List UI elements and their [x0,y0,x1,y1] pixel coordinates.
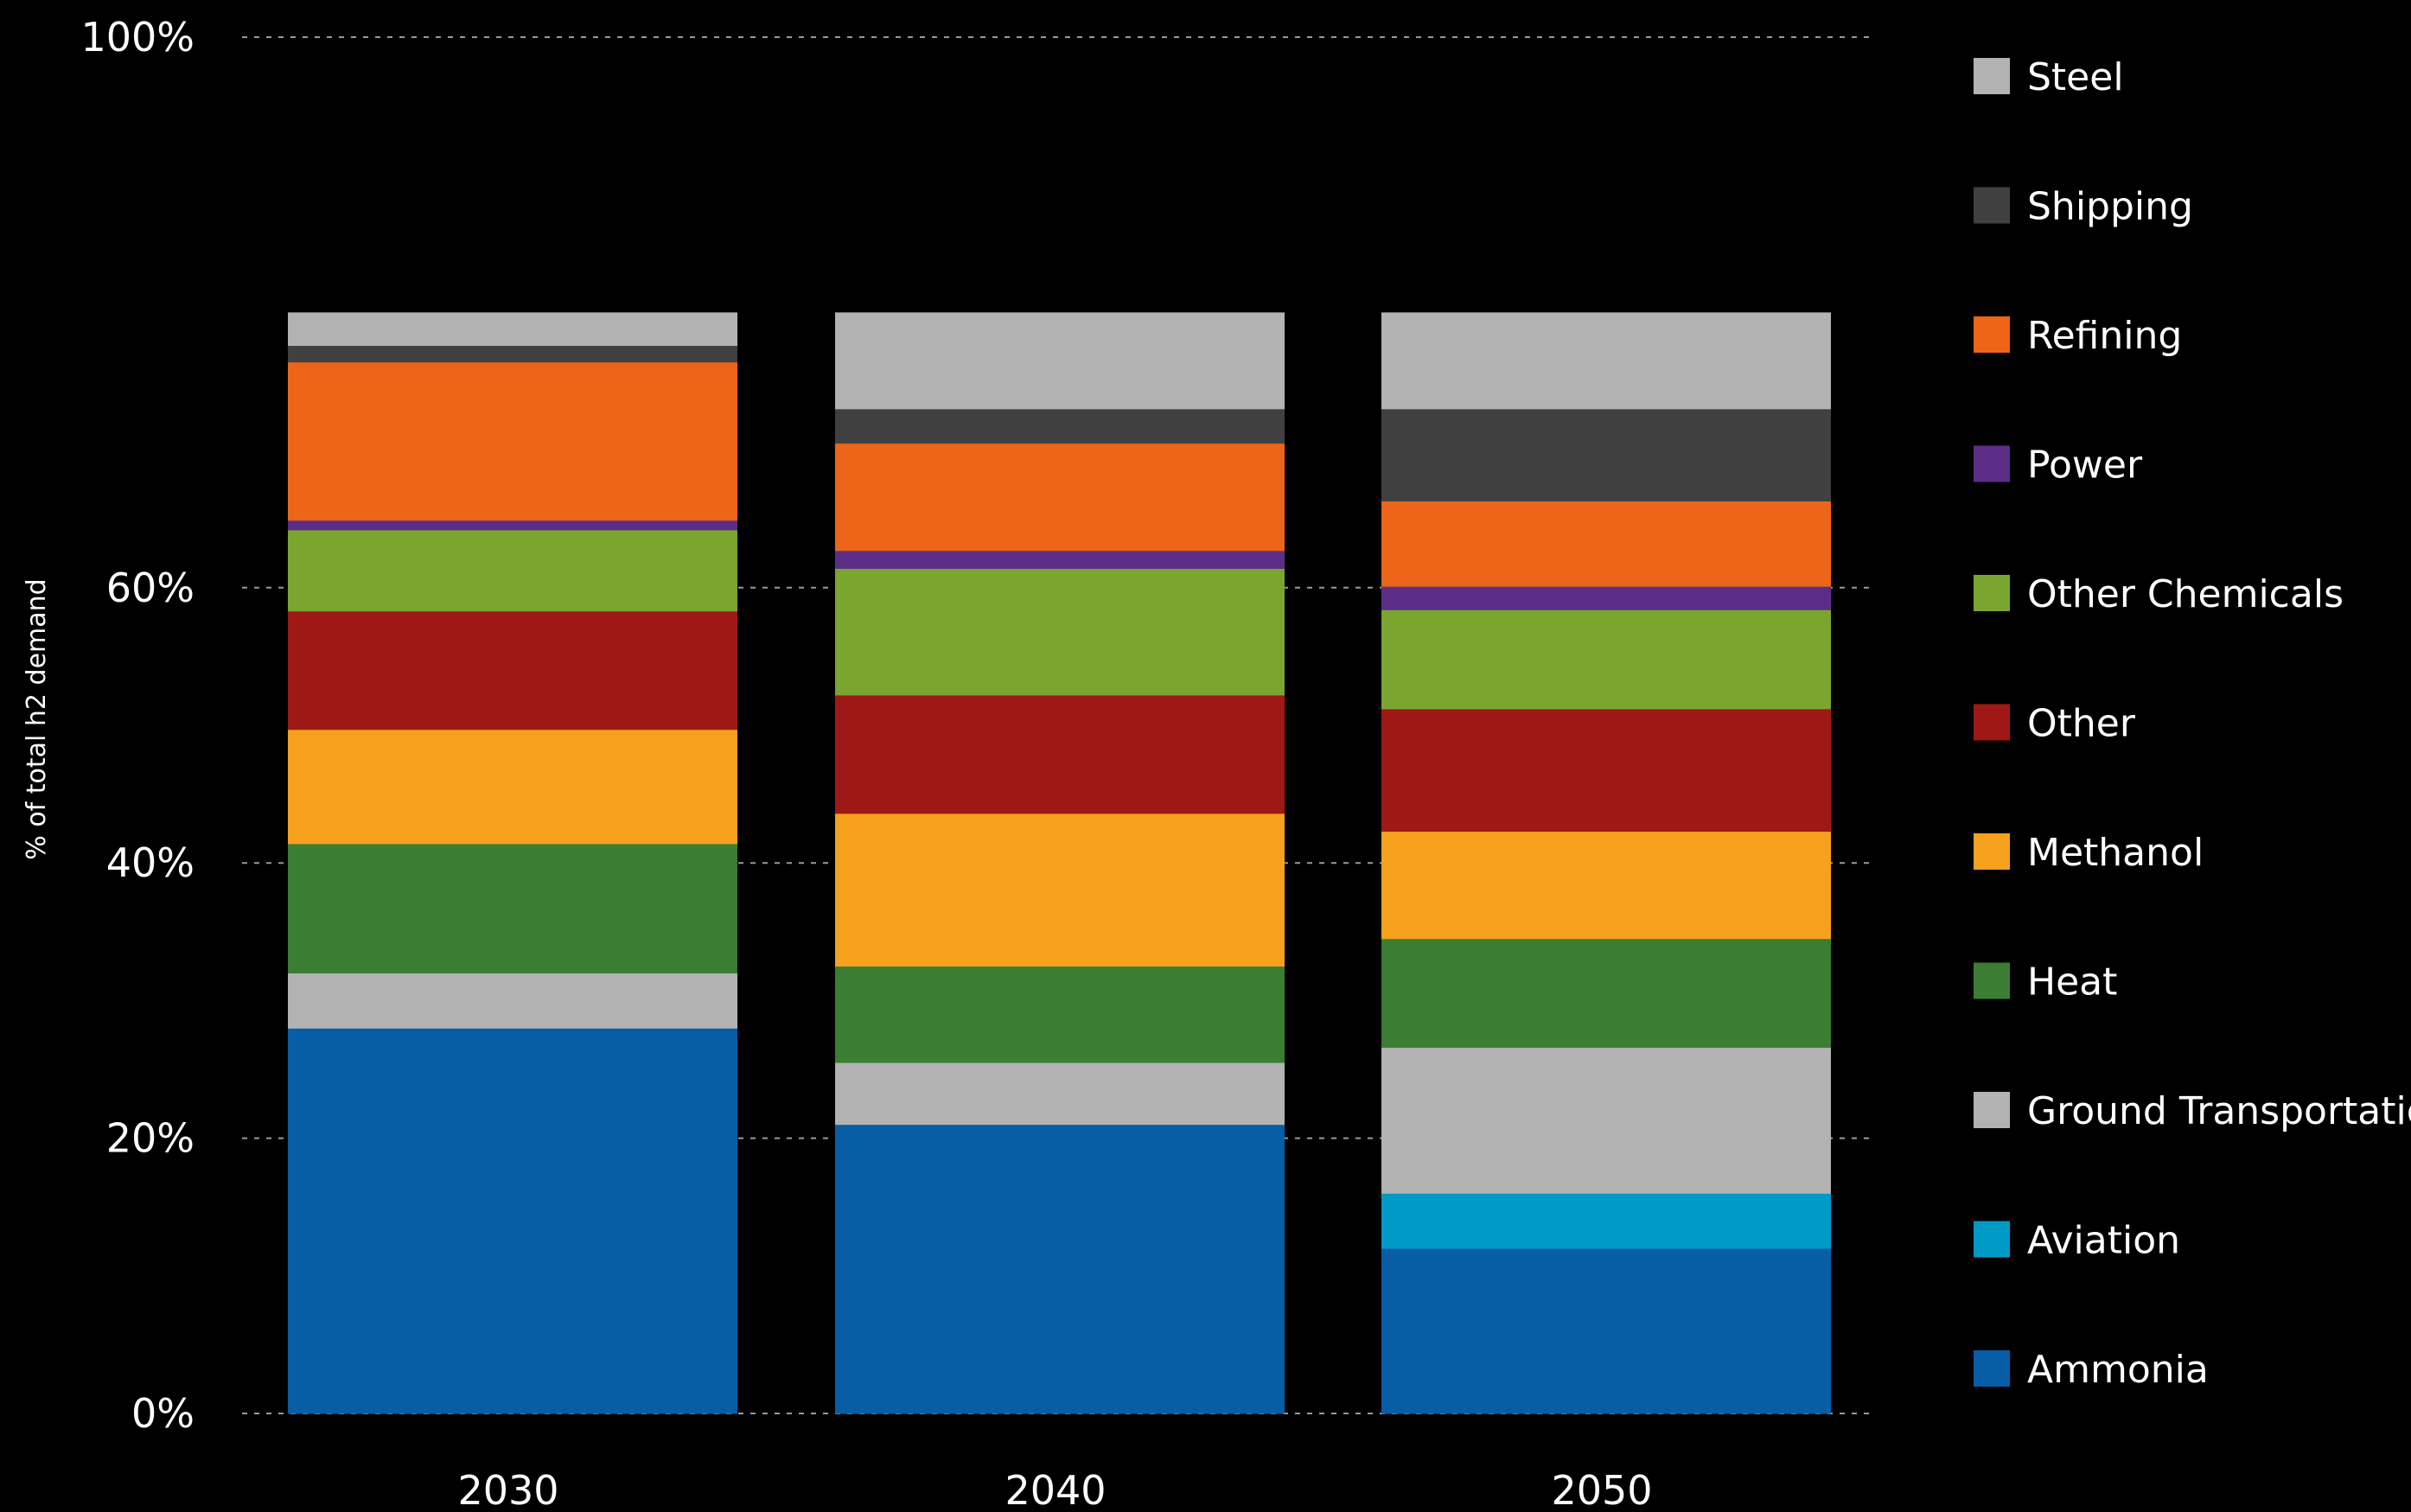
legend: Steel Shipping Refining Power Other Chemical… [1974,55,2411,1392]
legend-label: Methanol [2027,831,2204,875]
legend-item: Other [1974,702,2136,746]
legend-swatch [1974,445,2010,482]
legend-item: Power [1974,443,2143,488]
bar-segment [288,843,737,974]
bar-segment [288,345,737,363]
legend-swatch [1974,58,2010,94]
y-tick-label: 20% [106,1115,195,1162]
legend-swatch [1974,1221,2010,1258]
legend-label: Power [2027,443,2143,488]
legend-swatch [1974,962,2010,999]
bars [288,312,1831,1414]
bar-segment [288,529,737,612]
y-axis-label: % of total h2 demand [22,578,52,859]
legend-swatch [1974,704,2010,741]
y-tick-label: 0% [131,1390,195,1437]
bar-segment [288,1028,737,1414]
bar-segment [835,550,1285,570]
bar-segment [835,966,1285,1063]
bar-segment [1381,501,1831,587]
x-tick-label: 2030 [457,1467,558,1512]
bar-segment [835,568,1285,696]
legend-label: Heat [2027,960,2117,1005]
legend-item: Ammonia [1974,1348,2209,1392]
legend-label: Refining [2027,314,2182,358]
legend-label: Other Chemicals [2027,572,2344,616]
y-tick-label: 40% [106,839,195,886]
bar-segment [1381,938,1831,1049]
bar-segment [835,312,1285,410]
legend-item: Refining [1974,314,2182,358]
bar-segment [1381,1047,1831,1194]
bar-segment [288,520,737,531]
bar-segment [288,312,737,347]
bar-segment [1381,1193,1831,1249]
y-tick-label: 100% [80,14,195,61]
legend-swatch [1974,1092,2010,1128]
bar-segment [835,408,1285,444]
bar-segment [288,973,737,1029]
legend-item: Other Chemicals [1974,572,2344,616]
bar-segment [1381,312,1831,410]
legend-item: Steel [1974,55,2124,99]
bar-segment [835,694,1285,814]
bar-segment [1381,609,1831,710]
bar-segment [1381,586,1831,610]
y-axis-ticks: 0% 20% 40% 60% 100% [80,14,195,1437]
bar-segment [1381,708,1831,833]
x-axis-ticks: 2030 2040 2050 [457,1467,1652,1512]
bar-segment [288,729,737,845]
legend-label: Steel [2027,55,2124,99]
legend-item: Methanol [1974,831,2204,875]
bar-segment [1381,1247,1831,1414]
legend-label: Shipping [2027,185,2193,229]
legend-item: Aviation [1974,1219,2180,1263]
legend-swatch [1974,1350,2010,1387]
bar-segment [288,610,737,730]
legend-item: Ground Transportation [1974,1089,2411,1133]
x-tick-label: 2050 [1551,1467,1652,1512]
legend-label: Aviation [2027,1219,2180,1263]
x-tick-label: 2040 [1005,1467,1106,1512]
y-tick-label: 60% [106,565,195,611]
legend-label: Ground Transportation [2027,1089,2411,1133]
bar-segment [1381,831,1831,940]
bar-segment [835,443,1285,552]
legend-swatch [1974,187,2010,224]
legend-swatch [1974,316,2010,353]
legend-swatch [1974,575,2010,611]
legend-item: Shipping [1974,185,2193,229]
legend-item: Heat [1974,960,2117,1005]
legend-swatch [1974,833,2010,870]
legend-label: Other [2027,702,2136,746]
bar-segment [835,813,1285,967]
bar-segment [288,361,737,521]
bar-segment [835,1062,1285,1126]
legend-label: Ammonia [2027,1348,2209,1392]
bar-segment [835,1124,1285,1414]
bar-segment [1381,408,1831,502]
